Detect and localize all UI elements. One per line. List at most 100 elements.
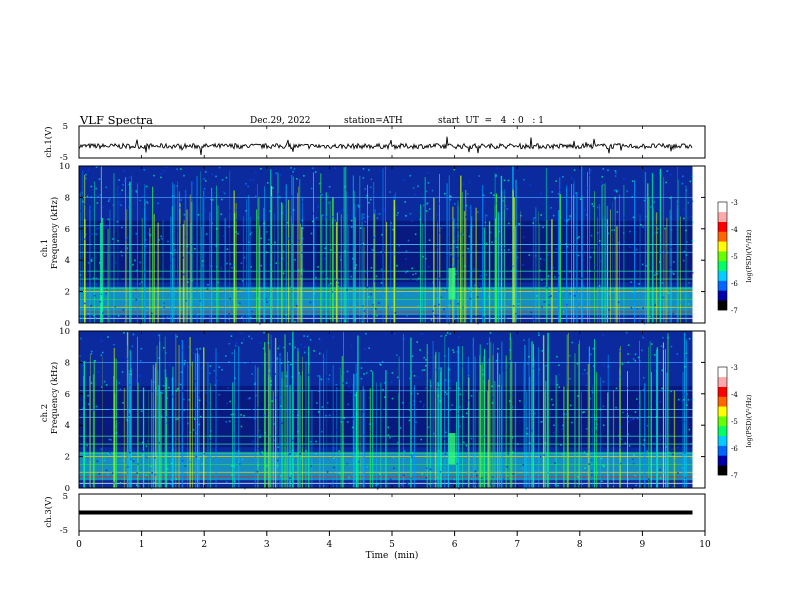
spectro-speckle [493, 194, 495, 196]
spectro-speckle [445, 343, 447, 346]
spectro-speckle [635, 248, 638, 251]
spectro-speckle [228, 313, 230, 315]
spectro-speckle [265, 465, 268, 467]
spectro-speckle [96, 460, 99, 463]
spectro-speckle [275, 262, 278, 264]
spectro-speckle [416, 279, 418, 282]
spectro-speckle [233, 264, 235, 266]
spectro-speckle [425, 476, 428, 479]
spectro-speckle [380, 409, 383, 411]
spectro-speckle [153, 406, 156, 409]
spectro-speckle [369, 186, 372, 189]
spectro-speckle [607, 169, 609, 172]
spectro-speckle [431, 485, 434, 488]
spectro-speckle [629, 438, 632, 441]
spectro-speckle [489, 486, 491, 488]
spectro-speckle [241, 458, 244, 461]
spectro-speckle [145, 185, 148, 188]
spectro-speckle [659, 476, 662, 479]
spectro-speckle [437, 394, 440, 397]
spectro-speckle [310, 344, 313, 347]
spectro-speckle [676, 353, 679, 355]
spectro-speckle [341, 441, 344, 444]
spectro-speckle [556, 383, 559, 386]
spectro-speckle [540, 192, 542, 195]
spectro-speckle [387, 426, 390, 429]
spectro-speckle [301, 211, 304, 214]
spectro-speckle [352, 257, 354, 260]
spectro-speckle [532, 442, 534, 445]
spectro-speckle [512, 305, 515, 307]
spectro-speckle [314, 171, 317, 173]
spectro-speckle [355, 481, 357, 484]
spectro-speckle [601, 230, 603, 233]
spectro-speckle [612, 445, 615, 447]
spectro-speckle [583, 411, 585, 413]
spectro-speckle [148, 305, 151, 308]
spectro-speckle [123, 332, 125, 334]
spectro-speckle [408, 419, 411, 422]
spectro-speckle [685, 254, 688, 256]
spectro-speckle [602, 168, 605, 170]
spectro-speckle [362, 305, 365, 307]
spectro-speckle [164, 384, 167, 387]
spectro-speckle [393, 438, 395, 441]
spectro-speckle [663, 348, 665, 350]
spectro-speckle [144, 197, 147, 200]
spectro-speckle [438, 386, 440, 389]
spectro-speckle [368, 442, 370, 445]
spectro-speckle [632, 458, 634, 461]
spectro-speckle [670, 246, 672, 248]
xtick-label: 2 [201, 540, 207, 550]
spectro-speckle [95, 228, 98, 230]
spectro-speckle [544, 286, 547, 289]
spectro-speckle [391, 372, 394, 374]
spectro-speckle [139, 283, 141, 285]
spectro-speckle [398, 244, 401, 247]
spectro-speckle [204, 356, 207, 359]
spectro-speckle [437, 314, 439, 317]
colorbar-frame [717, 201, 728, 311]
colorbar-segment [718, 425, 727, 437]
spectro-speckle [617, 374, 619, 376]
spectro-speckle [280, 257, 283, 260]
spectro-speckle [89, 320, 92, 323]
spectro-speckle [656, 223, 658, 226]
spectro-speckle [163, 302, 165, 304]
spectro-speckle [544, 441, 547, 444]
spectro-speckle [526, 427, 529, 430]
spectro-speckle [153, 415, 156, 418]
spectro-speckle [290, 286, 293, 288]
spectro-speckle [188, 346, 191, 348]
spectro-speckle [369, 198, 372, 201]
spectro-speckle [405, 214, 407, 217]
spectro-speckle [160, 235, 163, 238]
spectro-speckle [186, 245, 189, 248]
xtick-label: 10 [699, 540, 711, 550]
spectro-speckle [343, 320, 346, 323]
spectro-speckle [201, 455, 204, 457]
spectro-speckle [493, 287, 496, 290]
spectro-speckle [109, 336, 112, 339]
spectro-speckle [171, 195, 174, 198]
spectro-speckle [522, 359, 524, 362]
spectro-speckle [522, 264, 524, 266]
spectro-speckle [656, 231, 659, 234]
spectro-speckle [243, 256, 246, 259]
spectro-speckle [449, 387, 451, 389]
spectro-speckle [489, 482, 492, 485]
spectro-speckle [179, 206, 181, 209]
spectro-speckle [229, 210, 231, 213]
spectro-speckle [138, 312, 141, 315]
spectro-speckle [87, 262, 90, 264]
spectro-speckle [589, 353, 592, 356]
spectro-speckle [311, 220, 314, 223]
spectro-speckle [325, 414, 327, 417]
spectro-speckle [402, 285, 404, 288]
spectro-speckle [279, 356, 281, 358]
spectro-speckle [360, 454, 363, 457]
spectro-speckle [213, 369, 216, 372]
spectro-speckle [279, 196, 281, 199]
spectro-speckle [176, 230, 179, 232]
